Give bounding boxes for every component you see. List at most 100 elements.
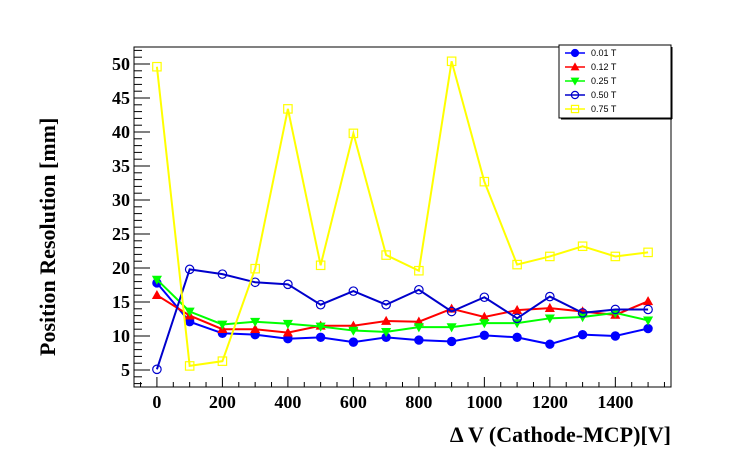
data-point — [577, 308, 588, 318]
legend-label: 0.25 T — [591, 76, 617, 86]
data-point — [217, 269, 228, 279]
series-line — [156, 282, 649, 346]
data-point — [544, 314, 555, 324]
data-point — [446, 306, 457, 317]
series-0-50-t — [152, 264, 653, 375]
data-point — [283, 104, 293, 114]
y-tick-label: 5 — [121, 360, 130, 380]
data-point — [315, 260, 326, 271]
x-tick-label: 1400 — [597, 392, 633, 412]
data-point — [512, 259, 522, 270]
legend-item: 0.12 T — [565, 62, 617, 72]
x-tick-label: 600 — [340, 392, 367, 412]
data-point — [545, 339, 555, 349]
data-point — [315, 299, 326, 310]
data-point — [250, 263, 260, 274]
y-tick-label: 40 — [112, 122, 130, 142]
data-point — [381, 328, 392, 338]
data-point — [348, 128, 359, 139]
data-point — [479, 176, 490, 187]
data-point — [381, 315, 392, 325]
y-tick-label: 35 — [112, 156, 130, 176]
series-line — [156, 294, 649, 334]
y-tick-label: 15 — [112, 292, 130, 312]
series-line — [155, 268, 649, 370]
y-tick-label: 30 — [112, 190, 130, 210]
x-tick-label: 200 — [209, 392, 236, 412]
data-point — [348, 326, 359, 336]
data-point — [152, 364, 162, 375]
data-point — [151, 289, 162, 300]
series-0-01-t — [152, 278, 653, 349]
data-point — [414, 265, 424, 276]
legend-label: 0.12 T — [591, 62, 617, 72]
data-point — [610, 331, 621, 341]
legend-item: 0.01 T — [565, 48, 617, 58]
x-tick-label: 800 — [405, 392, 432, 412]
data-point — [414, 284, 424, 295]
y-tick-label: 50 — [112, 54, 130, 74]
data-point — [217, 320, 228, 330]
data-point — [512, 313, 522, 324]
data-point — [315, 332, 326, 343]
legend-label: 0.50 T — [591, 90, 617, 100]
data-point — [250, 317, 261, 327]
data-point — [282, 327, 293, 337]
data-point — [446, 56, 457, 67]
data-point — [545, 251, 555, 262]
data-point — [545, 291, 555, 302]
data-point — [250, 323, 261, 334]
data-point — [610, 251, 621, 262]
y-tick-label: 10 — [112, 326, 130, 346]
data-point — [414, 335, 424, 345]
legend-label: 0.01 T — [591, 48, 617, 58]
legend-label: 0.75 T — [591, 104, 617, 114]
data-point — [544, 302, 555, 312]
data-point — [184, 361, 195, 371]
y-axis-title: Position Resolution [mm] — [35, 118, 60, 356]
data-point — [152, 61, 162, 72]
x-tick-label: 400 — [274, 392, 301, 412]
data-point — [643, 247, 653, 258]
y-tick-label: 20 — [112, 258, 130, 278]
legend-marker — [570, 104, 580, 114]
data-point — [479, 292, 490, 303]
data-point — [283, 279, 293, 290]
legend-marker — [570, 77, 580, 86]
data-point — [643, 316, 654, 326]
data-point — [381, 250, 391, 260]
data-point — [315, 322, 326, 332]
data-point — [577, 241, 588, 252]
series-0-25-t — [151, 275, 654, 338]
data-point — [348, 286, 359, 296]
data-point — [479, 319, 490, 329]
data-point — [479, 330, 490, 341]
y-tick-label: 25 — [112, 224, 130, 244]
data-point — [512, 304, 523, 315]
legend-item: 0.50 T — [565, 90, 617, 100]
y-tick-label: 45 — [112, 88, 130, 108]
legend-marker — [570, 90, 580, 100]
x-axis-title: Δ V (Cathode-MCP)[V] — [450, 422, 671, 447]
series-line — [156, 278, 649, 333]
data-point — [282, 319, 293, 329]
data-point — [413, 323, 424, 333]
legend-item: 0.75 T — [565, 104, 617, 114]
series-0-75-t — [152, 56, 653, 371]
data-point — [610, 304, 621, 315]
data-point — [577, 329, 588, 340]
x-tick-label: 1000 — [466, 392, 502, 412]
data-point — [184, 307, 195, 317]
data-point — [446, 323, 457, 333]
data-point — [643, 296, 654, 306]
data-point — [217, 356, 228, 366]
legend-marker — [570, 48, 580, 58]
series-line — [155, 61, 649, 368]
data-point — [512, 332, 522, 343]
x-tick-label: 0 — [152, 392, 161, 412]
data-point — [151, 275, 162, 285]
data-point — [643, 304, 653, 315]
data-point — [348, 337, 359, 347]
data-point — [446, 336, 457, 347]
